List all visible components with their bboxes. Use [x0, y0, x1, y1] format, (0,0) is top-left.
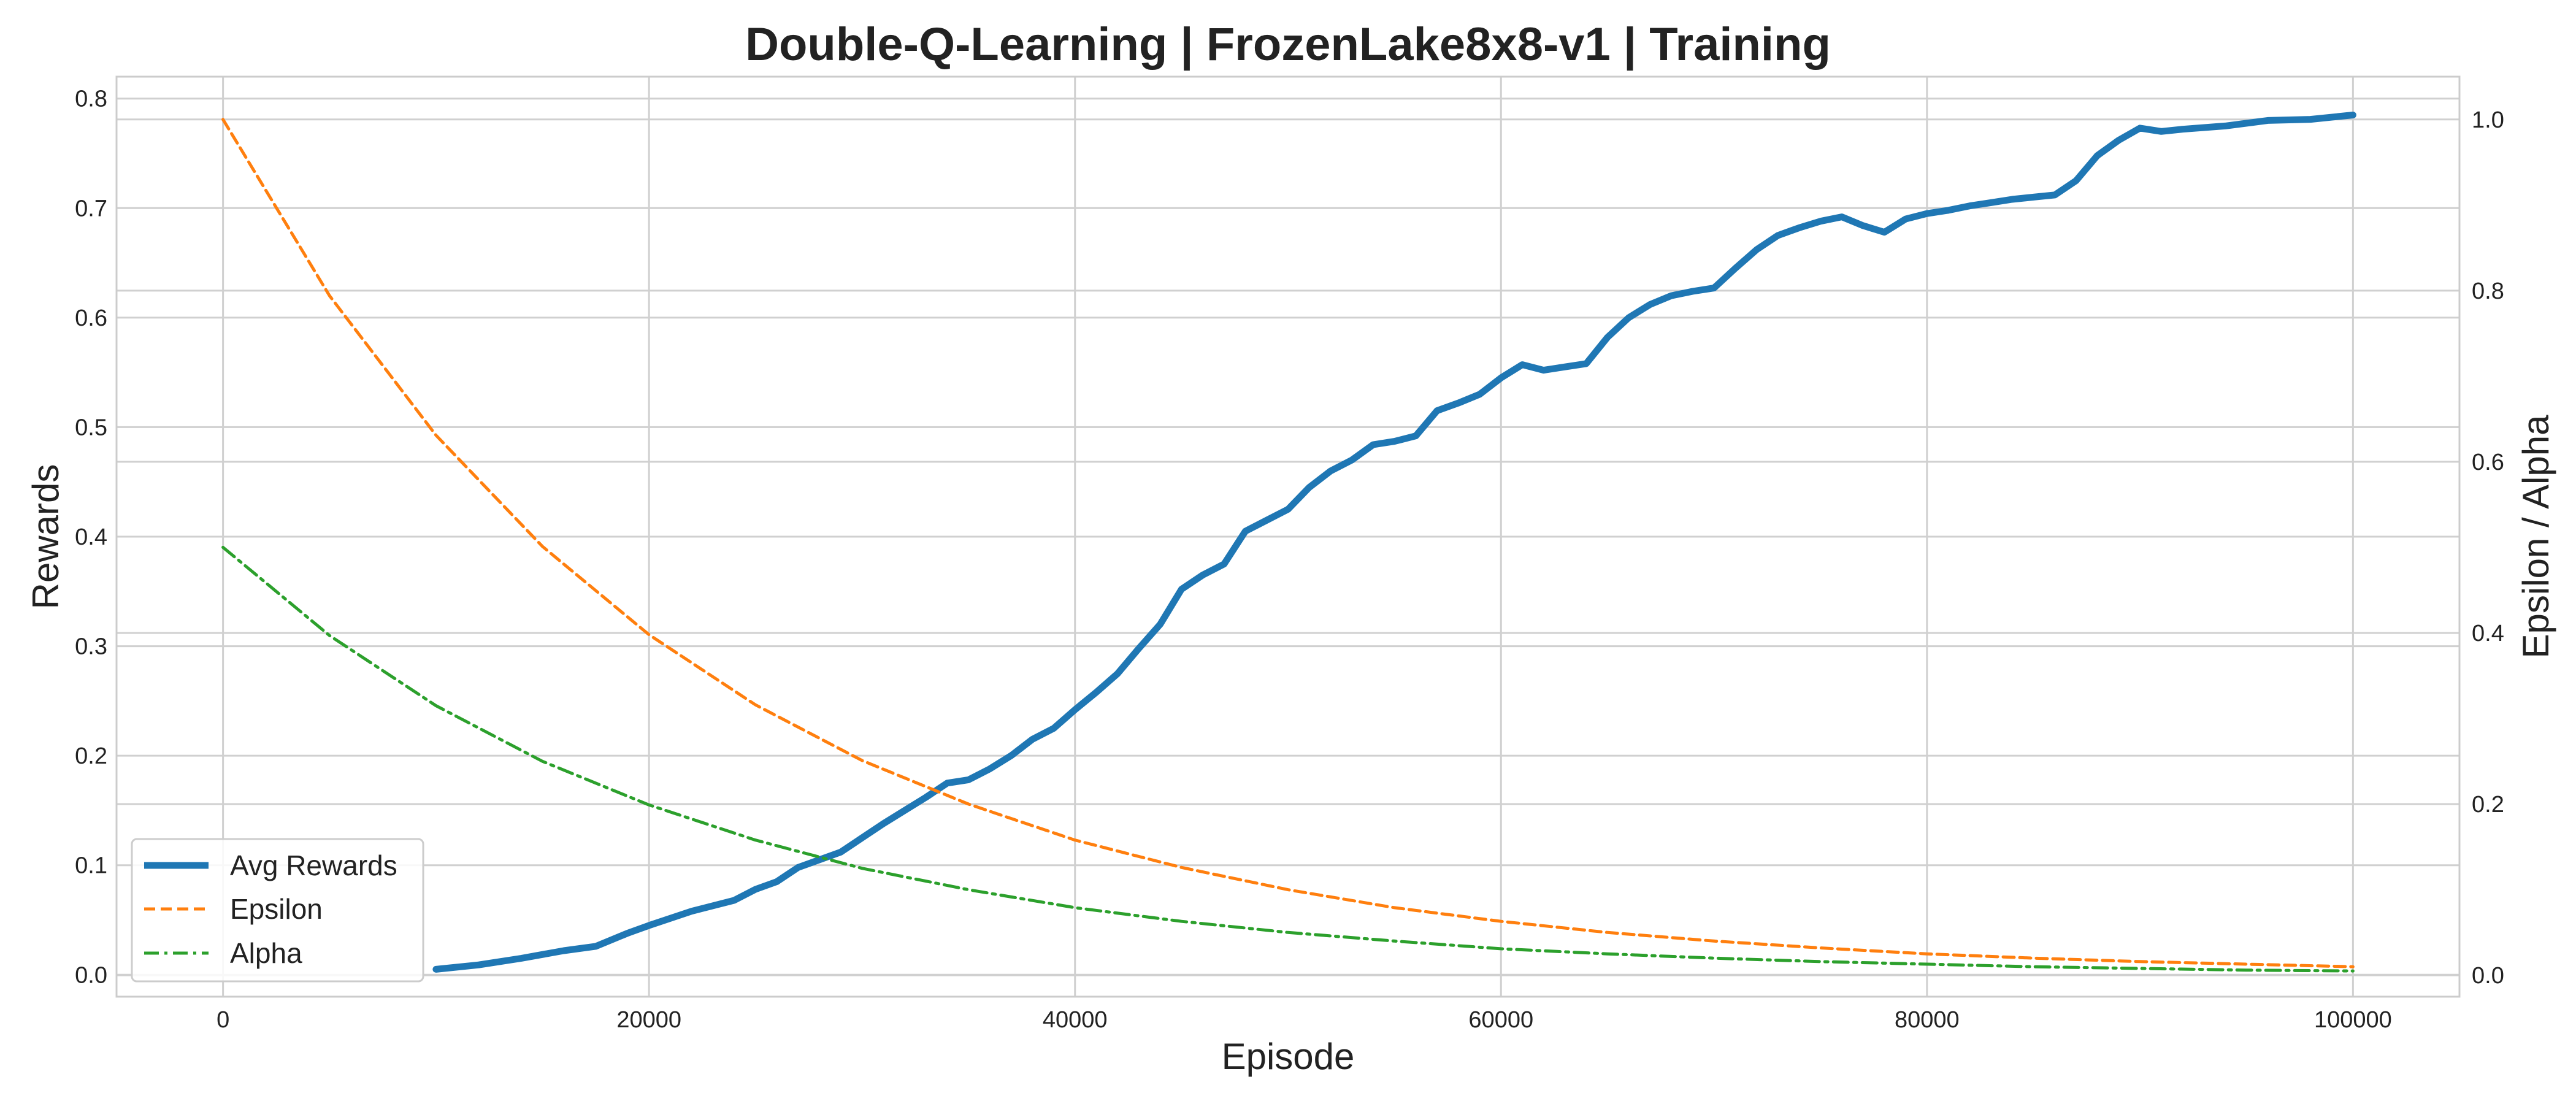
legend-box: [131, 838, 424, 983]
y-left-tick-label: 0.4: [75, 524, 107, 550]
series-layer: [221, 112, 2356, 973]
legend-label-alpha: Alpha: [230, 937, 302, 969]
x-tick-label: 100000: [2314, 1007, 2392, 1033]
y-right-tick-label: 1.0: [2472, 107, 2504, 133]
y-left-tick-label: 0.0: [75, 962, 107, 988]
x-tick-label: 20000: [616, 1007, 681, 1033]
series-line-avg-rewards: [432, 112, 2356, 973]
x-tick-label: 60000: [1468, 1007, 1533, 1033]
legend-label-avg-rewards: Avg Rewards: [230, 849, 397, 881]
y-right-tick-label: 0.0: [2472, 963, 2504, 989]
y-left-tick-label: 0.7: [75, 196, 107, 221]
y-left-tick-label: 0.5: [75, 415, 107, 440]
series-line-epsilon: [221, 118, 2355, 968]
x-tick-label: 0: [217, 1007, 229, 1033]
y-right-tick-label: 0.8: [2472, 278, 2504, 304]
x-tick-label: 80000: [1895, 1007, 1960, 1033]
y-axis-right-label: Epsilon / Alpha: [2515, 415, 2556, 659]
y-left-tick-label: 0.6: [75, 305, 107, 331]
y-left-tick-label: 0.1: [75, 853, 107, 879]
tick-labels: 0 20000 40000 60000 80000 100000 0.0 0.1 0.2 0.3 0…: [75, 86, 2504, 1033]
legend-label-epsilon: Epsilon: [230, 893, 323, 925]
chart-title: Double-Q-Learning | FrozenLake8x8-v1 | T…: [745, 18, 1831, 71]
y-right-tick-label: 0.6: [2472, 450, 2504, 475]
x-tick-label: 40000: [1043, 1007, 1108, 1033]
plot-frame: [115, 75, 2461, 998]
grid: [117, 77, 2459, 997]
y-axis-left-label: Rewards: [25, 464, 66, 610]
y-left-tick-label: 0.8: [75, 86, 107, 112]
y-right-tick-label: 0.4: [2472, 621, 2504, 646]
legend: Avg Rewards Epsilon Alpha: [131, 838, 424, 983]
y-left-tick-label: 0.2: [75, 743, 107, 769]
y-left-tick-label: 0.3: [75, 634, 107, 660]
y-right-tick-label: 0.2: [2472, 792, 2504, 818]
x-axis-label: Episode: [1222, 1036, 1355, 1077]
series-line-alpha: [221, 545, 2355, 973]
